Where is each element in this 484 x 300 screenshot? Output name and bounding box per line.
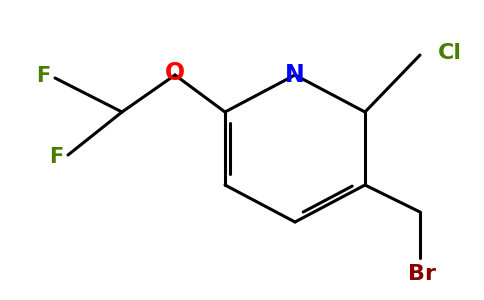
Text: O: O xyxy=(165,61,185,85)
Text: Br: Br xyxy=(408,264,436,284)
Text: F: F xyxy=(49,147,63,167)
Text: Cl: Cl xyxy=(438,43,462,63)
Text: N: N xyxy=(285,63,305,87)
Text: F: F xyxy=(36,66,50,86)
